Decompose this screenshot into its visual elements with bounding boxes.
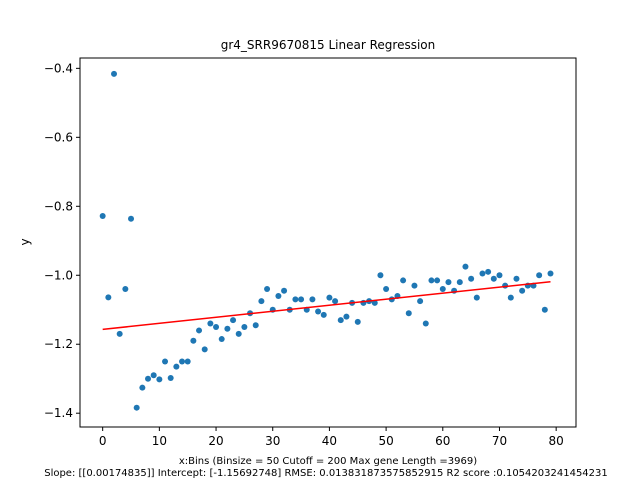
data-point [122, 286, 129, 293]
data-point [99, 212, 106, 219]
data-point [456, 279, 463, 286]
x-tick-label: 0 [99, 434, 107, 448]
data-point [405, 310, 412, 317]
data-point [179, 358, 186, 365]
data-point [383, 286, 390, 293]
data-point [241, 323, 248, 330]
data-point [541, 306, 548, 313]
x-tick-label: 20 [208, 434, 223, 448]
data-point [320, 311, 327, 318]
data-point [439, 286, 446, 293]
data-point [128, 215, 135, 222]
data-point [343, 313, 350, 320]
regression-stats: Slope: [[0.00174835]] Intercept: [-1.156… [44, 468, 608, 479]
data-point [201, 346, 208, 353]
data-point [473, 294, 480, 301]
data-point [400, 277, 407, 284]
chart-title: gr4_SRR9670815 Linear Regression [221, 38, 435, 52]
y-tick-label: −1.2 [44, 337, 73, 351]
data-point [513, 275, 520, 282]
data-point [190, 337, 197, 344]
data-point [281, 287, 288, 294]
y-tick-label: −0.8 [44, 199, 73, 213]
plot-frame [79, 57, 577, 428]
data-point [150, 372, 157, 379]
x-tick-label: 60 [435, 434, 450, 448]
x-axis-label: x:Bins (Binsize = 50 Cutoff = 200 Max ge… [179, 456, 477, 467]
x-tick-label: 40 [322, 434, 337, 448]
data-point [507, 294, 514, 301]
y-tick-label: −1.4 [44, 406, 73, 420]
scatter-points [99, 70, 554, 411]
data-point [536, 272, 543, 279]
data-point [235, 330, 242, 337]
data-point [224, 325, 231, 332]
data-point [468, 275, 475, 282]
data-point [332, 298, 339, 305]
x-tick-label: 50 [378, 434, 393, 448]
data-point [445, 279, 452, 286]
data-point [111, 70, 118, 77]
data-point [519, 287, 526, 294]
data-point [196, 327, 203, 334]
x-tick-label: 80 [549, 434, 564, 448]
data-point [139, 384, 146, 391]
data-point [326, 294, 333, 301]
x-tick-label: 30 [265, 434, 280, 448]
data-point [156, 376, 163, 383]
y-tick-label: −0.6 [44, 130, 73, 144]
data-point [354, 318, 361, 325]
data-point [252, 322, 259, 329]
data-point [315, 308, 322, 315]
data-point [337, 317, 344, 324]
data-point [145, 375, 152, 382]
data-point [167, 375, 174, 382]
data-point [133, 404, 140, 411]
x-tick-label: 70 [492, 434, 507, 448]
data-point [275, 292, 282, 299]
regression-line-layer [102, 281, 551, 331]
data-point [496, 272, 503, 279]
data-point [434, 277, 441, 284]
y-axis-label: y [18, 238, 32, 245]
data-point [479, 270, 486, 277]
regression-line [102, 281, 551, 331]
data-point [411, 282, 418, 289]
data-point [230, 317, 237, 324]
data-point [116, 330, 123, 337]
data-point [162, 358, 169, 365]
data-point [377, 272, 384, 279]
data-point [428, 277, 435, 284]
data-point [218, 336, 225, 343]
tick-layer: 0 10 20 30 40 50 60 70 80 −1.4 −1.2 −1.0 −0.8 −0.6 −0.… [44, 61, 564, 448]
data-point [547, 270, 554, 277]
x-tick-label: 10 [152, 434, 167, 448]
data-point [258, 298, 265, 305]
data-point [184, 358, 191, 365]
data-point [417, 298, 424, 305]
data-point [422, 320, 429, 327]
data-point [298, 296, 305, 303]
data-point [213, 323, 220, 330]
y-tick-label: −0.4 [44, 61, 73, 75]
y-tick-label: −1.0 [44, 268, 73, 282]
data-point [173, 363, 180, 370]
data-point [485, 268, 492, 275]
data-point [490, 275, 497, 282]
data-point [264, 286, 271, 293]
data-point [462, 263, 469, 270]
data-point [105, 294, 112, 301]
data-point [207, 320, 214, 327]
data-point [309, 296, 316, 303]
data-point [292, 296, 299, 303]
